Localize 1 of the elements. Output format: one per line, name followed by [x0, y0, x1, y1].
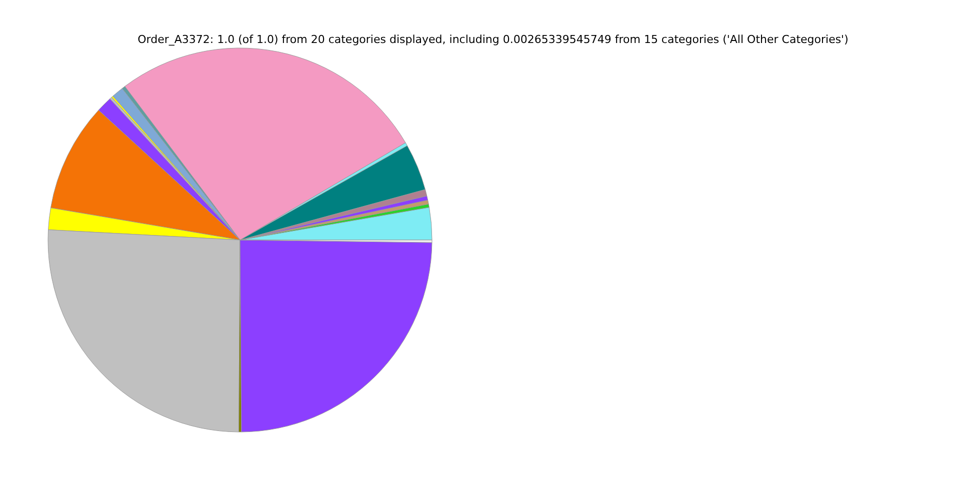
text: Order_A3372: 1.0 (of 1.0) from 20 categories displayed, including 0.00265339545749 from 15 categories ('All Other Categories'): [138, 33, 848, 46]
